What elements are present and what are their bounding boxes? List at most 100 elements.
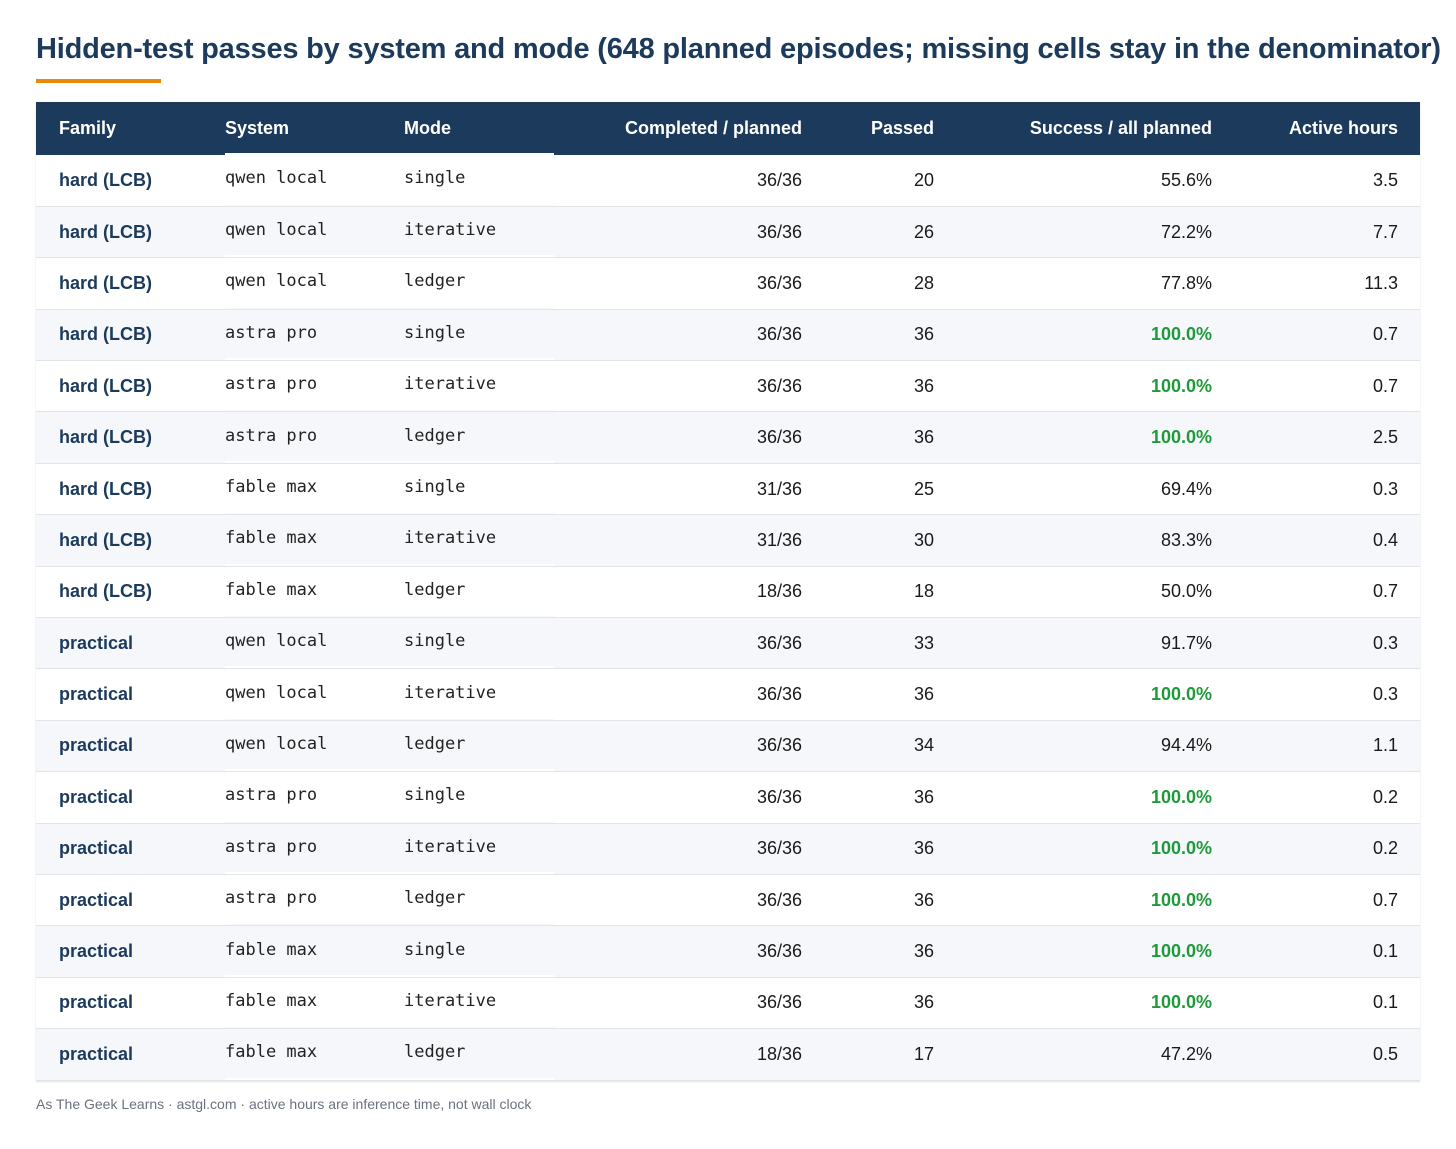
- table-row: practical fable max ledger 18/36 17 47.2% 0.5: [36, 1028, 1420, 1081]
- cell-completed: 36/36: [756, 324, 802, 345]
- cell-family: practical: [59, 889, 134, 910]
- table-row: hard (LCB) fable max iterative 31/36 30 83.3%…: [36, 514, 1420, 567]
- cell-system: astra pro: [225, 374, 318, 395]
- cell-mode: iterative: [404, 836, 497, 857]
- cell-success: 100.0%: [1150, 786, 1212, 807]
- cell-active-hours: 0.7: [1372, 889, 1398, 910]
- cell-active-hours: 0.3: [1372, 478, 1398, 499]
- table-row: hard (LCB) astra pro ledger 36/36 36 100.0% 2.…: [36, 411, 1420, 464]
- cell-completed: 31/36: [756, 529, 802, 550]
- cell-completed: 36/36: [756, 889, 802, 910]
- column-header-active-hours: Active hours: [1288, 118, 1398, 138]
- cell-completed: 36/36: [756, 992, 802, 1013]
- cell-completed: 36/36: [756, 941, 802, 962]
- cell-family: practical: [59, 632, 134, 653]
- cell-success: 83.3%: [1160, 529, 1212, 550]
- cell-family: practical: [59, 992, 134, 1013]
- cell-system: fable max: [225, 1042, 318, 1063]
- table-row: hard (LCB) fable max single 31/36 25 69.4% 0.3: [36, 463, 1420, 515]
- cell-completed: 18/36: [756, 1043, 802, 1064]
- cell-success: 100.0%: [1150, 324, 1212, 345]
- cell-active-hours: 7.7: [1372, 221, 1398, 242]
- cell-mode: single: [404, 477, 466, 498]
- cell-family: practical: [59, 838, 134, 859]
- cell-active-hours: 0.7: [1372, 581, 1398, 602]
- column-header-mode: Mode: [404, 118, 451, 138]
- cell-mode: single: [404, 322, 466, 343]
- cell-completed: 36/36: [756, 838, 802, 859]
- cell-mode: single: [404, 168, 466, 189]
- table-row: practical astra pro ledger 36/36 36 100.0% 0.7: [36, 874, 1420, 926]
- cell-mode: iterative: [404, 682, 497, 703]
- cell-active-hours: 0.2: [1372, 838, 1398, 859]
- cell-success: 100.0%: [1150, 941, 1212, 962]
- cell-system: qwen local: [225, 271, 328, 292]
- header-row: Family System Mode Completed / planned P…: [36, 102, 1420, 155]
- cell-system: fable max: [225, 939, 318, 960]
- cell-system: fable max: [225, 477, 318, 498]
- cell-success: 100.0%: [1150, 427, 1212, 448]
- table-row: practical qwen local ledger 36/36 34 94.4% 1.1: [36, 720, 1420, 772]
- cell-family: practical: [59, 684, 134, 705]
- cell-system: astra pro: [225, 322, 318, 343]
- table-row: practical qwen local single 36/36 33 91.7% 0.3: [36, 617, 1420, 669]
- cell-active-hours: 0.3: [1372, 684, 1398, 705]
- cell-success: 69.4%: [1160, 478, 1212, 499]
- cell-family: practical: [59, 1043, 134, 1064]
- cell-family: hard (LCB): [59, 427, 152, 448]
- cell-mode: ledger: [404, 1042, 466, 1063]
- cell-passed: 30: [913, 529, 934, 550]
- cell-family: hard (LCB): [59, 529, 152, 550]
- cell-passed: 26: [913, 221, 934, 242]
- cell-system: astra pro: [225, 785, 318, 806]
- cell-system: qwen local: [225, 682, 328, 703]
- cell-family: practical: [59, 941, 134, 962]
- column-header-success: Success / all planned: [1029, 118, 1212, 138]
- cell-success: 72.2%: [1160, 221, 1212, 242]
- cell-success: 55.6%: [1160, 169, 1212, 190]
- cell-success: 50.0%: [1160, 581, 1212, 602]
- table-row: hard (LCB) qwen local iterative 36/36 26 72.2…: [36, 206, 1420, 258]
- cell-completed: 36/36: [756, 632, 802, 653]
- cell-active-hours: 0.1: [1372, 992, 1398, 1013]
- cell-passed: 20: [913, 169, 934, 190]
- cell-active-hours: 0.7: [1372, 324, 1398, 345]
- table-row: hard (LCB) astra pro single 36/36 36 100.0% 0.…: [36, 309, 1420, 361]
- cell-family: hard (LCB): [59, 221, 152, 242]
- cell-active-hours: 1.1: [1372, 735, 1398, 756]
- table-row: practical astra pro iterative 36/36 36 100.0%…: [36, 823, 1420, 875]
- cell-completed: 36/36: [756, 221, 802, 242]
- column-header-completed: Completed / planned: [624, 118, 802, 138]
- column-header-passed: Passed: [870, 118, 934, 138]
- cell-passed: 28: [913, 272, 934, 293]
- table-row: hard (LCB) astra pro iterative 36/36 36 100.0…: [36, 360, 1420, 412]
- results-table: Family System Mode Completed / planned P…: [36, 102, 1420, 1081]
- cell-active-hours: 0.7: [1372, 375, 1398, 396]
- cell-system: astra pro: [225, 425, 318, 446]
- table-row: hard (LCB) qwen local single 36/36 20 55.6% 3.…: [36, 155, 1420, 207]
- cell-mode: iterative: [404, 374, 497, 395]
- cell-mode: ledger: [404, 733, 466, 754]
- cell-system: qwen local: [225, 631, 328, 652]
- cell-active-hours: 0.3: [1372, 632, 1398, 653]
- table-row: practical astra pro single 36/36 36 100.0% 0.2: [36, 771, 1420, 824]
- cell-completed: 36/36: [756, 684, 802, 705]
- cell-family: hard (LCB): [59, 272, 152, 293]
- cell-mode: iterative: [404, 990, 497, 1011]
- cell-family: hard (LCB): [59, 581, 152, 602]
- cell-system: fable max: [225, 579, 318, 600]
- cell-system: fable max: [225, 528, 318, 549]
- column-header-family: Family: [59, 118, 117, 138]
- footer-note: As The Geek Learns · astgl.com · active …: [36, 1096, 532, 1112]
- cell-passed: 36: [913, 992, 934, 1013]
- cell-passed: 33: [913, 632, 934, 653]
- cell-success: 100.0%: [1150, 684, 1212, 705]
- cell-family: practical: [59, 735, 134, 756]
- cell-family: hard (LCB): [59, 478, 152, 499]
- results-table-container: Family System Mode Completed / planned P…: [36, 102, 1420, 1081]
- cell-mode: ledger: [404, 579, 466, 600]
- cell-passed: 36: [913, 684, 934, 705]
- cell-success: 94.4%: [1160, 735, 1212, 756]
- cell-passed: 34: [913, 735, 934, 756]
- cell-passed: 36: [913, 427, 934, 448]
